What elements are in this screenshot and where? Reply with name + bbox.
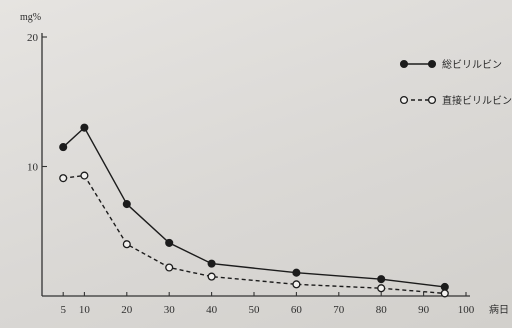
series-layer xyxy=(59,123,449,298)
x-tick-label: 5 xyxy=(60,304,66,316)
data-point xyxy=(207,259,216,268)
y-tick-label: 10 xyxy=(27,162,39,174)
data-point xyxy=(59,143,68,152)
y-axis-ticks: 10 20 xyxy=(27,32,47,174)
data-point xyxy=(377,284,386,293)
legend-marker xyxy=(427,59,437,69)
data-point xyxy=(440,289,449,298)
data-point xyxy=(292,268,301,277)
x-tick-label: 10 xyxy=(79,304,91,316)
x-tick-label: 80 xyxy=(376,304,388,316)
data-point xyxy=(292,280,301,289)
x-axis-ticks: 5 10 20 30 40 50 60 70 80 90 100 xyxy=(60,292,475,316)
x-tick-label: 50 xyxy=(249,304,261,316)
x-unit-label: 病日 xyxy=(489,303,509,316)
data-point xyxy=(122,200,131,209)
legend-marker xyxy=(399,59,409,69)
y-unit-label: mg% xyxy=(20,12,41,23)
legend-item: 総ビリルビン xyxy=(399,58,502,71)
legend-marker xyxy=(427,95,437,105)
data-point xyxy=(59,174,68,183)
x-tick-label: 100 xyxy=(458,304,475,316)
data-point xyxy=(165,238,174,247)
x-tick-label: 90 xyxy=(418,304,430,316)
data-point xyxy=(165,263,174,272)
legend-label: 総ビリルビン xyxy=(442,58,502,71)
data-point xyxy=(122,240,131,249)
legend-marker xyxy=(399,95,409,105)
chart-axes xyxy=(41,33,470,297)
x-tick-label: 40 xyxy=(206,304,218,316)
legend-item: 直接ビリルビン xyxy=(399,94,512,107)
x-tick-label: 30 xyxy=(164,304,176,316)
legend-label: 直接ビリルビン xyxy=(442,94,512,107)
series-1 xyxy=(59,123,449,291)
data-point xyxy=(440,282,449,291)
data-point xyxy=(377,275,386,284)
data-point xyxy=(207,272,216,281)
data-point xyxy=(80,123,89,132)
y-tick-label: 20 xyxy=(27,32,39,44)
x-tick-label: 20 xyxy=(121,304,133,316)
series-line xyxy=(62,126,445,288)
data-point xyxy=(80,171,89,180)
x-tick-label: 60 xyxy=(291,304,303,316)
series-2 xyxy=(59,171,449,298)
x-tick-label: 70 xyxy=(333,304,345,316)
